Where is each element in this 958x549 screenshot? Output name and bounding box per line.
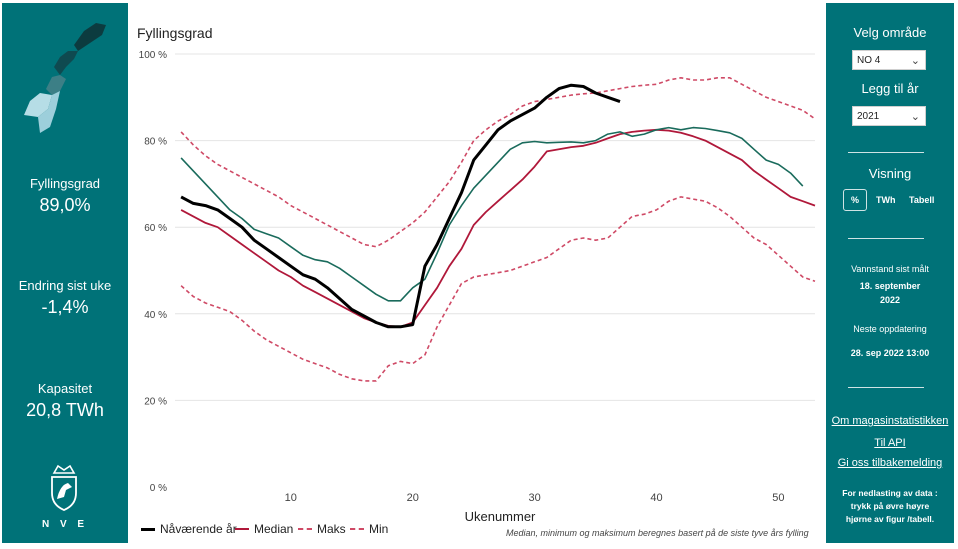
- view-twh-button[interactable]: TWh: [876, 195, 896, 205]
- year-label: Legg til år: [861, 81, 919, 96]
- series-line-min: [180, 196, 816, 382]
- chart-title: Fyllingsgrad: [137, 25, 213, 41]
- kpi-value: 89,0%: [39, 195, 91, 215]
- x-axis-label: Ukenummer: [464, 509, 536, 524]
- kpi-fyllingsgrad: Fyllingsgrad 89,0%: [2, 176, 128, 216]
- download-note-prefix: For: [842, 488, 859, 498]
- legend-label: Nåværende år: [160, 522, 237, 536]
- chevron-down-icon: ⌄: [910, 111, 920, 123]
- next-update-label: Neste oppdatering: [853, 324, 927, 334]
- area-dropdown[interactable]: NO 4 ⌄: [852, 50, 926, 70]
- kpi-label: Kapasitet: [37, 381, 93, 396]
- y-tick-label: 60 %: [144, 223, 167, 234]
- link-til-api[interactable]: Til API: [874, 437, 906, 449]
- x-tick-label: 50: [772, 492, 784, 504]
- y-tick-label: 80 %: [144, 137, 167, 148]
- download-note-bold: nedlasting: [858, 488, 901, 498]
- series-line-median: [180, 128, 816, 328]
- kpi-kapasitet: Kapasitet 20,8 TWh: [2, 381, 128, 421]
- y-tick-label: 0 %: [150, 483, 167, 494]
- x-tick-label: 10: [285, 492, 297, 504]
- download-note-suffix: av data : trykk på øvre høyre hjørne av …: [845, 488, 938, 524]
- next-update-value: 28. sep 2022 13:00: [850, 348, 930, 358]
- chart-footnote: Median, minimum og maksimum beregnes bas…: [506, 528, 809, 538]
- norway-map-icon: [24, 23, 106, 133]
- legend-item-current[interactable]: Nåværende år: [141, 522, 237, 536]
- filter-panel: Velg område NO 4 ⌄ Legg til år 2021 ⌄ Vi…: [826, 3, 954, 543]
- x-tick-label: 20: [407, 492, 419, 504]
- x-tick-label: 40: [650, 492, 662, 504]
- legend-item-median[interactable]: Median: [235, 522, 293, 536]
- measured-date: 18. september 2022: [859, 281, 921, 305]
- series-line-maks: [180, 77, 816, 248]
- legend-label: Maks: [317, 522, 346, 536]
- link-om-magasinstatistikken[interactable]: Om magasinstatistikken: [831, 415, 949, 427]
- y-tick-label: 40 %: [144, 310, 167, 321]
- divider: [848, 387, 924, 388]
- kpi-label: Endring sist uke: [18, 278, 112, 293]
- y-tick-label: 20 %: [144, 396, 167, 407]
- legend-item-min[interactable]: Min: [350, 522, 388, 536]
- legend-swatch-median: [235, 528, 249, 530]
- kpi-value: 20,8 TWh: [26, 400, 104, 420]
- link-tilbakemelding[interactable]: Gi oss tilbakemelding: [837, 457, 943, 469]
- kpi-endring: Endring sist uke -1,4%: [2, 278, 128, 318]
- legend-item-maks[interactable]: Maks: [298, 522, 346, 536]
- view-label: Visning: [868, 166, 912, 181]
- divider: [848, 238, 924, 239]
- nve-crest-icon: [51, 464, 77, 511]
- chevron-down-icon: ⌄: [910, 55, 920, 67]
- year-dropdown[interactable]: 2021 ⌄: [852, 106, 926, 126]
- legend-swatch-min: [350, 528, 364, 530]
- legend-label: Min: [369, 522, 389, 536]
- kpi-label: Fyllingsgrad: [29, 176, 101, 191]
- view-percent-button[interactable]: %: [843, 189, 867, 211]
- view-tabell-button[interactable]: Tabell: [909, 195, 935, 205]
- kpi-panel: Fyllingsgrad 89,0% Endring sist uke -1,4…: [2, 3, 128, 543]
- legend-swatch-current: [141, 527, 155, 531]
- download-note: For nedlasting av data : trykk på øvre h…: [838, 487, 942, 526]
- y-tick-label: 100 %: [139, 50, 167, 61]
- legend-label: Median: [254, 522, 294, 536]
- nve-logo-text: N V E: [41, 519, 89, 530]
- series-line-current: [180, 83, 621, 329]
- kpi-value: -1,4%: [41, 297, 89, 317]
- legend-swatch-maks: [298, 528, 312, 530]
- area-dropdown-value: NO 4: [857, 55, 881, 66]
- area-label: Velg område: [853, 25, 927, 40]
- series-line-year2021: [180, 126, 804, 302]
- x-tick-label: 30: [528, 492, 540, 504]
- year-dropdown-value: 2021: [857, 111, 880, 122]
- divider: [848, 152, 924, 153]
- measured-label: Vannstand sist målt: [851, 264, 929, 274]
